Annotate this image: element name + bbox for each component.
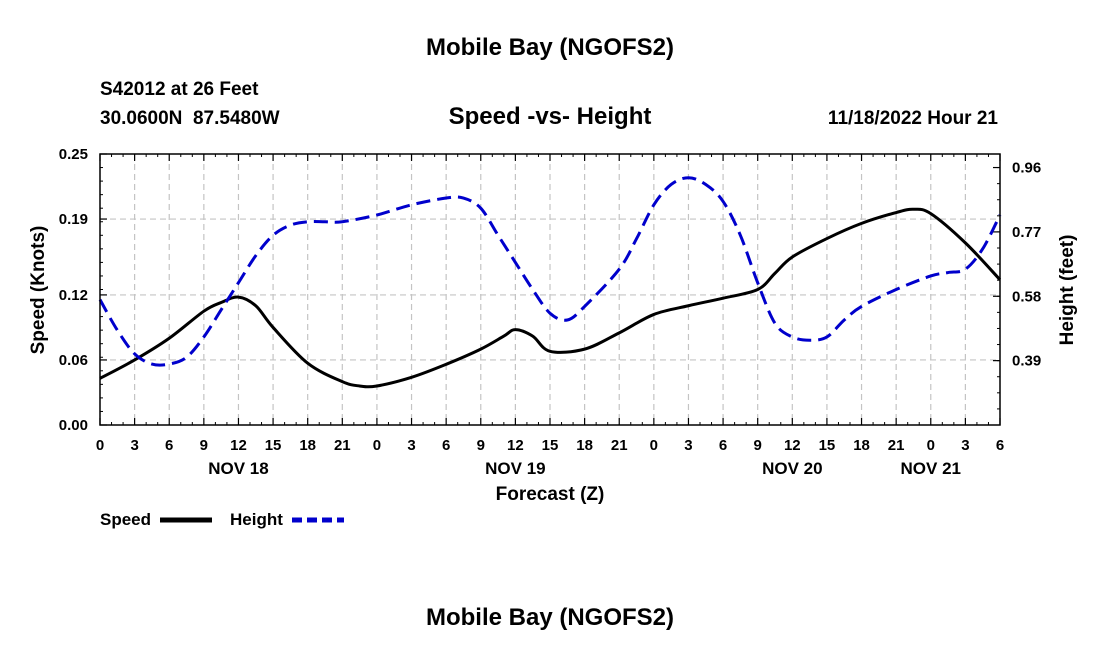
datetime-label: 11/18/2022 Hour 21 (828, 108, 998, 129)
x-tick-label: 0 (96, 437, 104, 454)
x-tick-label: 15 (819, 437, 836, 454)
x-tick-label: 6 (996, 437, 1004, 454)
y-left-tick-label: 0.06 (59, 352, 88, 369)
x-tick-label: 9 (477, 437, 485, 454)
coords-label: 30.0600N 87.5480W (100, 108, 280, 129)
x-tick-label: 3 (684, 437, 692, 454)
y-right-tick-label: 0.58 (1012, 288, 1041, 305)
y-axis-right-label: Height (feet) (1057, 235, 1078, 346)
x-tick-label: 0 (927, 437, 935, 454)
x-tick-label: 3 (961, 437, 969, 454)
footer-title: Mobile Bay (NGOFS2) (426, 604, 674, 631)
y-left-tick-label: 0.19 (59, 211, 88, 228)
chart-subtitle: Speed -vs- Height (449, 103, 652, 130)
y-right-tick-label: 0.96 (1012, 160, 1041, 177)
x-day-label: NOV 20 (762, 459, 822, 478)
y-right-tick-label: 0.77 (1012, 224, 1041, 241)
x-tick-label: 18 (576, 437, 593, 454)
y-axis-left-label: Speed (Knots) (28, 226, 49, 355)
x-tick-label: 12 (784, 437, 801, 454)
x-tick-label: 12 (507, 437, 524, 454)
x-tick-label: 3 (407, 437, 415, 454)
plot-frame (99, 153, 1001, 426)
x-tick-label: 9 (754, 437, 762, 454)
series-line-speed (99, 207, 1002, 389)
x-tick-label: 21 (334, 437, 351, 454)
x-tick-label: 9 (200, 437, 208, 454)
x-tick-label: 21 (888, 437, 905, 454)
x-tick-label: 21 (611, 437, 628, 454)
x-tick-label: 0 (650, 437, 658, 454)
axis-tick-labels: 0 3 6 9 12 15 18 21 0 3 6 9 12 15 18 21 0 3 6 9 12 15 18 21 0 3 6 N… (59, 146, 1041, 478)
x-day-label: NOV 19 (485, 459, 545, 478)
x-tick-label: 6 (719, 437, 727, 454)
y-left-tick-label: 0.12 (59, 287, 88, 304)
legend-speed-label: Speed (100, 510, 151, 529)
x-tick-label: 15 (265, 437, 282, 454)
x-day-label: NOV 18 (208, 459, 268, 478)
legend: Speed Height (100, 510, 344, 529)
x-tick-label: 18 (853, 437, 870, 454)
y-left-tick-label: 0.25 (59, 146, 88, 163)
chart-title: Mobile Bay (NGOFS2) (426, 34, 674, 61)
legend-height-label: Height (230, 510, 283, 529)
x-tick-label: 12 (230, 437, 247, 454)
x-tick-label: 6 (165, 437, 173, 454)
x-tick-label: 18 (299, 437, 316, 454)
y-left-tick-label: 0.00 (59, 417, 88, 434)
x-tick-label: 15 (542, 437, 559, 454)
x-day-label: NOV 21 (901, 459, 961, 478)
x-tick-label: 3 (130, 437, 138, 454)
data-series (98, 176, 1002, 389)
x-tick-label: 6 (442, 437, 450, 454)
series-line-height (98, 176, 1002, 367)
x-axis-label: Forecast (Z) (496, 484, 605, 505)
grid-lines (100, 154, 1000, 425)
y-right-tick-label: 0.39 (1012, 353, 1041, 370)
x-tick-label: 0 (373, 437, 381, 454)
station-label: S42012 at 26 Feet (100, 79, 259, 100)
